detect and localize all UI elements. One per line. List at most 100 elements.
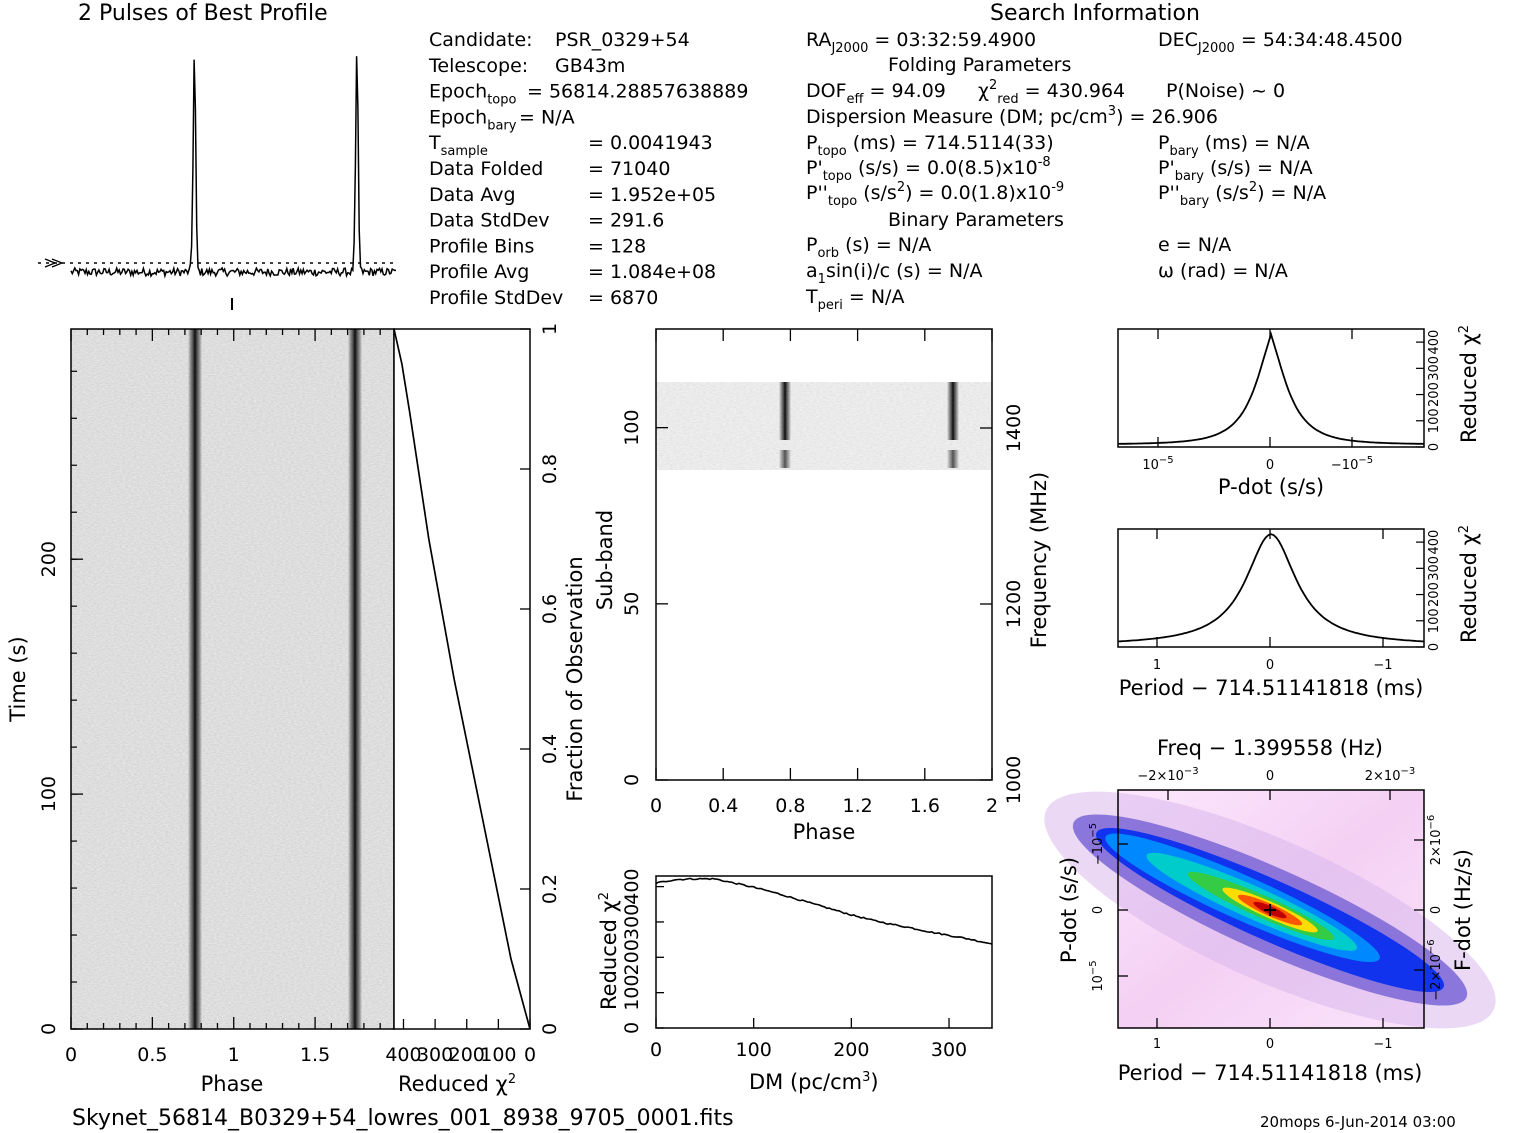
chi2-vs-fraction-line [393,328,531,1030]
info-label-5: Data Folded [429,158,543,180]
fraction-xtick: 100 [480,1044,516,1066]
dm-chi2-line [655,877,993,945]
freq-tick: 2×10−3 [1365,766,1415,784]
ppdot-ytick: 0 [1091,906,1106,914]
dm-ytick: 400 [621,868,643,904]
fraction-ytick: 0.6 [539,594,561,624]
freq-tick: −2×10−3 [1137,766,1198,784]
info-value-10: = 6870 [588,287,658,309]
fraction-ytick: 0 [539,1023,561,1035]
ra-text: RAJ2000 = 03:32:59.4900 [806,29,1036,56]
period-ytick: 200 [1427,582,1442,607]
ptopo-text: Ptopo (ms) = 714.5114(33) [806,132,1054,159]
pnoise-text: P(Noise) ~ 0 [1166,80,1285,102]
fdot-tick: 0 [1429,906,1444,914]
pdot-ytick: 100 [1427,408,1442,433]
period-chi2-panel: 1 0 −1 Period − 714.51141818 (ms) 0 100200300… [1117,525,1481,700]
info-value-5: = 71040 [588,158,670,180]
time-phase-ytick: 0 [38,1023,60,1035]
subband-ytick: 50 [621,592,643,616]
fdot-label: F-dot (Hz/s) [1451,849,1475,971]
info-value-0: PSR_0329+54 [555,29,690,51]
time-phase-xtick: 0 [65,1044,77,1066]
best-fit-marker [1264,904,1276,916]
subband-phase-panel: 0 0.4 0.8 1.2 1.6 2 Phase 0 50 100 Sub-band 1000 120… [593,328,1051,844]
ppdot-xtick: −1 [1373,1037,1392,1052]
info-value-2: = 56814.28857638889 [527,81,748,103]
period-xtick: −1 [1373,658,1392,673]
fraction-ytick: 0.4 [539,734,561,764]
info-value-1: GB43m [555,55,625,77]
search-info-title: Search Information [990,1,1200,26]
fraction-xtick: 400 [385,1044,421,1066]
period-ytick: 0 [1427,643,1442,651]
dm-text: Dispersion Measure (DM; pc/cm3) = 26.906 [806,104,1218,128]
info-value-9: = 1.084e+08 [588,261,716,283]
time-phase-panel: 0 0.5 1 1.5 Phase 0 100 200 Time (s) [6,328,395,1096]
freq-tick: 0 [1266,769,1274,784]
period-ytick: 300 [1427,556,1442,581]
info-value-7: = 291.6 [588,210,664,232]
period-xtick: 1 [1153,658,1161,673]
fraction-xlabel: Reduced χ2 [398,1072,516,1096]
frequency-tick: 1200 [1003,580,1025,628]
subband-xtick: 0 [650,795,662,817]
pulse-profile-panel [38,56,396,310]
pdot-xtick: 10−5 [1142,455,1173,473]
subband-xtick: 1.2 [842,795,872,817]
ppdot-xtick: 1 [1153,1037,1161,1052]
pulse-track-1 [188,329,202,1029]
ppdot-xlabel: Period − 714.51141818 (ms) [1118,1061,1423,1085]
subband-xtick: 0.8 [775,795,805,817]
info-label-8: Profile Bins [429,235,534,257]
subband-xtick: 1.6 [910,795,940,817]
fraction-xtick: 200 [449,1044,485,1066]
pdot-chi2-line [1117,331,1425,445]
info-label-1: Telescope: [428,55,528,77]
fdot-tick: −2×10−6 [1426,939,1444,1000]
ppdot-ylabel: P-dot (s/s) [1057,857,1081,963]
dm-xtick: 300 [931,1039,967,1061]
period-chi2-line [1117,533,1425,643]
chi2-text: χ2red = 430.964 [978,78,1125,107]
freq-title: Freq − 1.399558 (Hz) [1157,736,1383,760]
porb-text: Porb (s) = N/A [806,234,931,261]
dec-text: DECJ2000 = 54:34:48.4500 [1158,29,1403,56]
dm-xtick: 200 [833,1039,869,1061]
footer-stamp: 20mops 6-Jun-2014 03:00 [1260,1113,1456,1131]
pdot-xlabel: P-dot (s/s) [1218,475,1324,499]
subband-ytick: 100 [621,410,643,446]
asini-text: a1sin(i)/c (s) = N/A [806,260,982,287]
tperi-text: Tperi = N/A [805,286,904,313]
info-label-7: Data StdDev [429,210,550,232]
subband-xtick: 2 [986,795,998,817]
time-phase-ytick: 100 [38,776,60,812]
dm-xtick: 100 [736,1039,772,1061]
dm-ytick: 200 [621,939,643,975]
pulse-profile-line [70,56,396,279]
profile-title: 2 Pulses of Best Profile [78,1,328,26]
ppdot-plane-panel: Freq − 1.399558 (Hz) 1 0 −1 Period − 714.511… [1044,736,1496,1085]
fraction-ytick: 1 [539,323,561,335]
search-info-block: RAJ2000 = 03:32:59.4900 DECJ2000 = 54:34:… [805,29,1403,313]
subband-xtick: 0.4 [708,795,738,817]
frequency-label: Frequency (MHz) [1027,472,1051,648]
info-label-4: Tsample [428,132,488,159]
dm-ytick: 100 [621,975,643,1011]
candidate-info-block: Candidate: PSR_0329+54 Telescope: GB43m Epoc… [428,29,748,309]
omega-text: ω (rad) = N/A [1158,260,1288,282]
period-ylabel: Reduced χ2 [1457,525,1481,643]
fraction-ytick: 0.2 [539,874,561,904]
errorbar-marker [44,258,64,268]
info-label-9: Profile Avg [429,261,529,283]
pddbary-text: P''bary (s/s2) = N/A [1158,180,1326,209]
frequency-tick: 1400 [1003,404,1025,452]
fraction-ylabel: Fraction of Observation [563,556,587,801]
fraction-xtick: 300 [417,1044,453,1066]
info-label-10: Profile StdDev [429,287,563,309]
frequency-tick: 1000 [1003,756,1025,804]
time-phase-xtick: 0.5 [137,1044,167,1066]
ppdot-xtick: 0 [1266,1037,1274,1052]
info-value-4: = 0.0041943 [588,132,713,154]
